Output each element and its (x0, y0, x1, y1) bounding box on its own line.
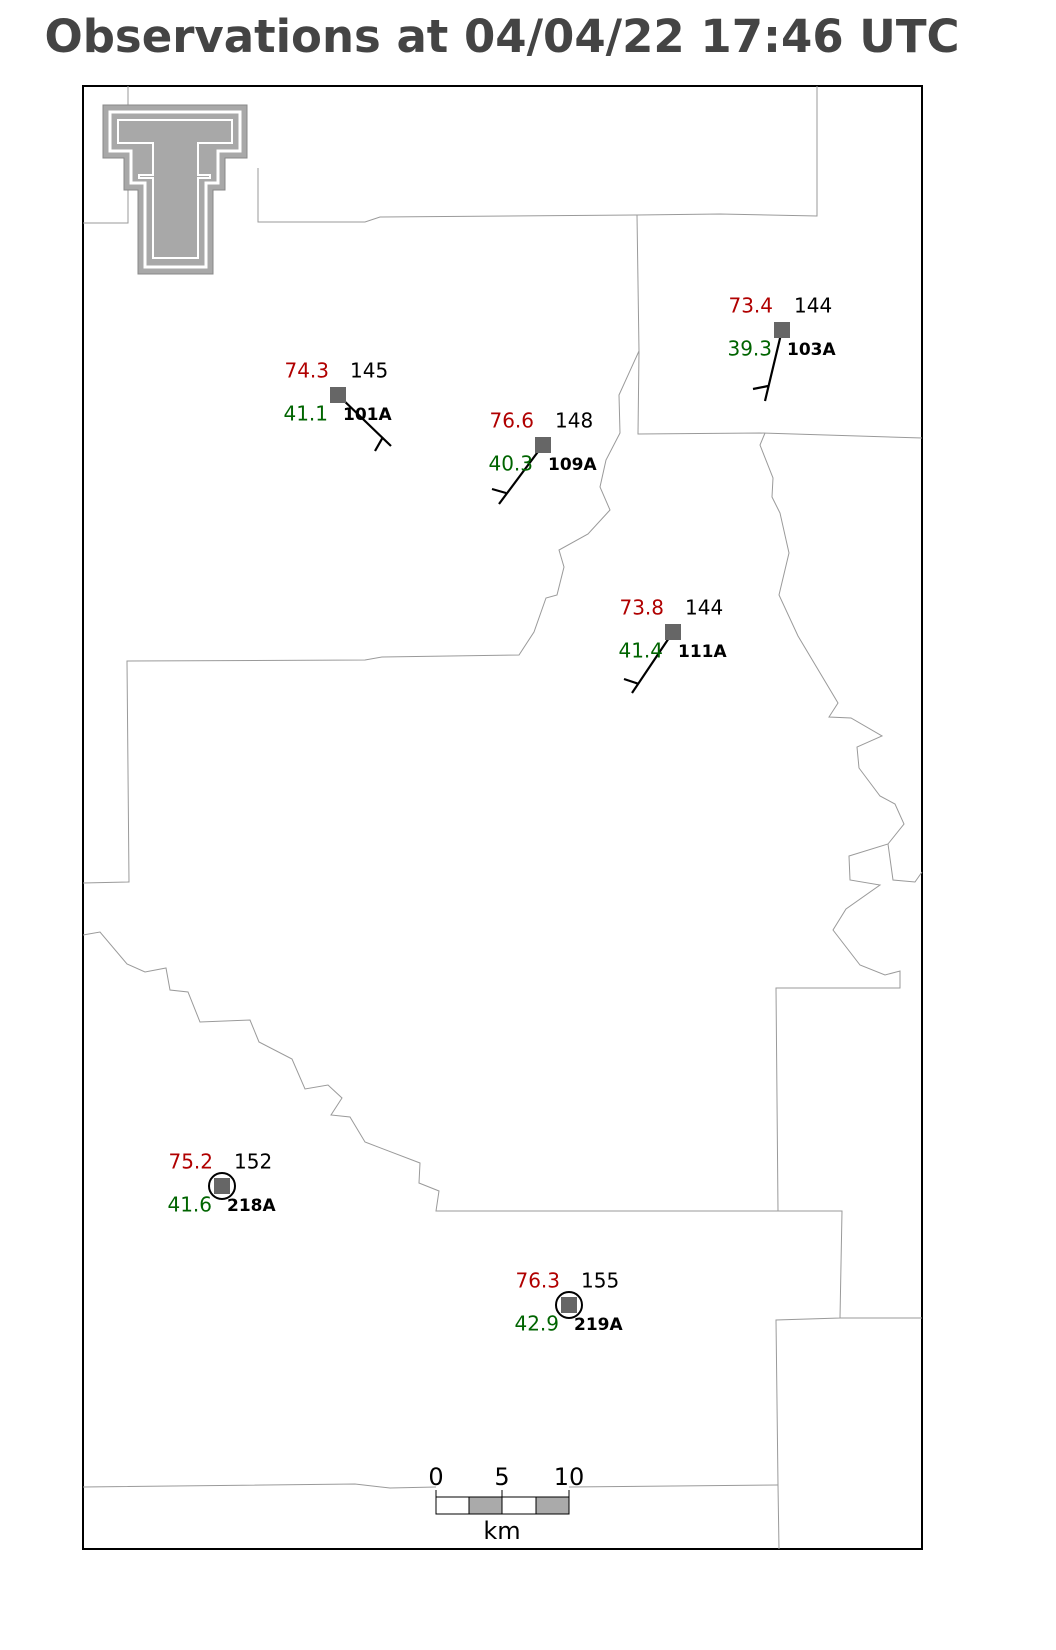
pressure: 144 (685, 596, 723, 620)
county-line (759, 432, 905, 1550)
county-line (82, 350, 640, 884)
temperature: 74.3 (284, 359, 329, 383)
temperature: 75.2 (168, 1150, 213, 1174)
pressure: 148 (555, 409, 593, 433)
pressure: 144 (794, 294, 832, 318)
county-line (82, 1483, 437, 1489)
station-marker (535, 437, 551, 453)
county-line (636, 214, 923, 439)
station-marker (665, 624, 681, 640)
scale-tick-label: 10 (554, 1463, 585, 1491)
pressure: 145 (350, 359, 388, 383)
station-id: 101A (343, 405, 392, 425)
temperature: 76.6 (489, 409, 534, 433)
station: 76.6 148 40.3 109A (488, 409, 597, 505)
county-line (82, 931, 778, 1212)
wind-barb (491, 444, 544, 505)
wind-barb (623, 631, 674, 694)
scale-segment (468, 1496, 503, 1515)
wind-barb (752, 329, 784, 402)
calm-circle (208, 1172, 236, 1200)
scale-tick-label: 5 (494, 1463, 509, 1491)
calm-circle (555, 1291, 583, 1319)
station-marker (214, 1178, 230, 1194)
temperature: 73.8 (619, 596, 664, 620)
scale-segment (501, 1496, 537, 1515)
temperature: 76.3 (515, 1269, 560, 1293)
logo (102, 104, 248, 275)
dewpoint: 40.3 (488, 452, 533, 476)
map-title: Observations at 04/04/22 17:46 UTC (44, 10, 959, 63)
pressure: 152 (234, 1150, 272, 1174)
station: 76.3 155 42.9 219A (514, 1269, 623, 1336)
scale-segment (535, 1496, 570, 1515)
county-line (257, 86, 818, 223)
station: 75.2 152 41.6 218A (167, 1150, 276, 1217)
station-id: 103A (787, 340, 836, 360)
scale-unit: km (483, 1517, 520, 1545)
dewpoint: 42.9 (514, 1312, 559, 1336)
stations: 74.3 145 41.1 101A 73.4 144 39.3 103A 76.6 148 40.… (167, 294, 836, 1336)
county-line (568, 1484, 779, 1488)
station-id: 109A (548, 455, 597, 475)
station: 73.4 144 39.3 103A (727, 294, 836, 402)
station: 74.3 145 41.1 101A (283, 359, 392, 452)
station: 73.8 144 41.4 111A (618, 596, 727, 694)
scale-bar: km 0 5 10 (428, 1463, 584, 1545)
temperature: 73.4 (728, 294, 773, 318)
wind-barb (337, 394, 392, 452)
pressure: 155 (581, 1269, 619, 1293)
dewpoint: 41.6 (167, 1193, 212, 1217)
dewpoint: 41.1 (283, 402, 328, 426)
scale-tick-label: 0 (428, 1463, 443, 1491)
station-id: 218A (227, 1196, 276, 1216)
station-marker (774, 322, 790, 338)
station-id: 111A (678, 642, 727, 662)
scale-segment (435, 1496, 470, 1515)
county-line (887, 843, 923, 883)
station-marker (561, 1297, 577, 1313)
dewpoint: 39.3 (727, 337, 772, 361)
dewpoint: 41.4 (618, 639, 663, 663)
station-marker (330, 387, 346, 403)
station-id: 219A (574, 1315, 623, 1335)
